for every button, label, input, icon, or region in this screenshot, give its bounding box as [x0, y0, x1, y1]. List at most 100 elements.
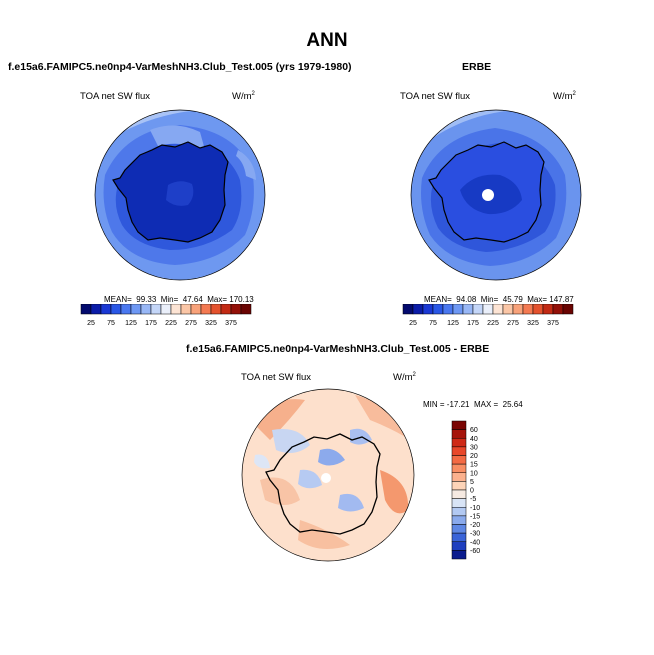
obs-panel-title: ERBE [462, 61, 492, 73]
obs-colorbar-label: 75 [429, 320, 437, 327]
antarctica-outline [265, 433, 381, 535]
diff-colorbar-swatch [451, 446, 467, 456]
model-colorbar-label: 125 [125, 320, 137, 327]
obs-colorbar-swatch [562, 304, 574, 315]
obs-colorbar-swatch [472, 304, 484, 315]
obs-map-border [410, 109, 582, 281]
obs-colorbar-swatch [532, 304, 544, 315]
diff-colorbar-label: 15 [470, 462, 478, 469]
obs-colorbar: 25 75 125 175 225 275 325 375 [402, 304, 574, 327]
main-title: ANN [306, 30, 348, 51]
diff-colorbar-swatch [451, 489, 467, 499]
diff-panel-title: f.e15a6.FAMIPC5.ne0np4-VarMeshNH3.Club_T… [186, 343, 490, 355]
obs-colorbar-swatch [412, 304, 424, 315]
diff-colorbar-label: -30 [470, 531, 480, 538]
diff-colorbar-label: -15 [470, 513, 480, 520]
diff-colorbar-label: 30 [470, 444, 478, 451]
obs-colorbar-swatch [452, 304, 464, 315]
diff-colorbar-label: 40 [470, 436, 478, 443]
model-colorbar-label: 25 [87, 320, 95, 327]
model-colorbar-label: 375 [225, 320, 237, 327]
obs-colorbar-label: 275 [507, 320, 519, 327]
diff-colorbar-label: 0 [470, 488, 474, 495]
obs-colorbar-swatch [492, 304, 504, 315]
obs-variable-label: TOA net SW flux [400, 91, 471, 102]
model-colorbar-swatch [210, 304, 222, 315]
diff-colorbar-label: -60 [470, 548, 480, 555]
diff-colorbar-swatch [451, 463, 467, 473]
diff-colorbar-swatch [451, 498, 467, 508]
obs-colorbar-label: 175 [467, 320, 479, 327]
diff-colorbar-swatch [451, 515, 467, 525]
diff-colorbar-label: 20 [470, 453, 478, 460]
obs-colorbar-swatch [422, 304, 434, 315]
model-map [94, 109, 266, 281]
obs-colorbar-swatch [482, 304, 494, 315]
obs-colorbar-swatch [522, 304, 534, 315]
model-colorbar-label: 75 [107, 320, 115, 327]
model-colorbar-swatch [230, 304, 242, 315]
diff-units: W/m2 [393, 372, 416, 384]
diff-map [241, 388, 415, 562]
diff-colorbar-swatch [451, 438, 467, 448]
model-colorbar-swatch [180, 304, 192, 315]
model-colorbar-swatch [150, 304, 162, 315]
diff-colorbar-swatch [451, 481, 467, 491]
model-colorbar-swatch [130, 304, 142, 315]
obs-colorbar-label: 325 [527, 320, 539, 327]
model-map-border [94, 109, 266, 281]
diff-colorbar-swatch [451, 550, 467, 560]
obs-colorbar-label: 25 [409, 320, 417, 327]
model-colorbar-swatch [190, 304, 202, 315]
model-colorbar-label: 325 [205, 320, 217, 327]
obs-colorbar-swatch [432, 304, 444, 315]
model-colorbar-swatch [200, 304, 212, 315]
model-variable-label: TOA net SW flux [80, 91, 151, 102]
diff-colorbar-label: -40 [470, 539, 480, 546]
diff-colorbar-swatch [451, 455, 467, 465]
model-colorbar-label: 225 [165, 320, 177, 327]
obs-colorbar-swatch [512, 304, 524, 315]
model-colorbar-swatch [160, 304, 172, 315]
model-units: W/m2 [232, 91, 255, 103]
obs-colorbar-swatch [442, 304, 454, 315]
diff-colorbar-swatch [451, 429, 467, 439]
obs-colorbar-label: 375 [547, 320, 559, 327]
diff-colorbar-label: 10 [470, 470, 478, 477]
diff-colorbar-label: 5 [470, 479, 474, 486]
model-colorbar-swatch [220, 304, 232, 315]
obs-colorbar-swatch [502, 304, 514, 315]
diff-colorbar-label: -10 [470, 505, 480, 512]
diff-colorbar-swatch [451, 541, 467, 551]
model-colorbar-label: 175 [145, 320, 157, 327]
diff-colorbar-swatch [451, 524, 467, 534]
diff-colorbar-label: 60 [470, 427, 478, 434]
obs-colorbar-swatch [462, 304, 474, 315]
obs-stats: MEAN= 94.08 Min= 45.79 Max= 147.87 [424, 295, 574, 304]
model-colorbar-swatch [80, 304, 92, 315]
diff-variable-label: TOA net SW flux [241, 372, 312, 383]
obs-colorbar-swatch [402, 304, 414, 315]
model-panel-title: f.e15a6.FAMIPC5.ne0np4-VarMeshNH3.Club_T… [8, 61, 352, 73]
diff-colorbar-swatch [451, 420, 467, 430]
obs-units: W/m2 [553, 91, 576, 103]
diff-stats: MIN = -17.21 MAX = 25.64 [423, 400, 523, 409]
model-colorbar-swatch [100, 304, 112, 315]
diff-map-border [241, 388, 415, 562]
model-stats: MEAN= 99.33 Min= 47.64 Max= 170.13 [104, 295, 254, 304]
model-colorbar-swatch [140, 304, 152, 315]
model-colorbar: 25 75 125 175 225 275 325 375 [80, 304, 252, 327]
obs-colorbar-swatch [542, 304, 554, 315]
diff-colorbar-swatch [451, 532, 467, 542]
model-colorbar-swatch [240, 304, 252, 315]
diff-colorbar-swatch [451, 507, 467, 517]
diff-colorbar-swatch [451, 472, 467, 482]
obs-colorbar-label: 125 [447, 320, 459, 327]
pole-hole [482, 189, 494, 201]
obs-colorbar-label: 225 [487, 320, 499, 327]
diff-colorbar-label: -20 [470, 522, 480, 529]
diff-colorbar-label: -5 [470, 496, 476, 503]
model-colorbar-swatch [170, 304, 182, 315]
model-colorbar-swatch [110, 304, 122, 315]
model-colorbar-swatch [120, 304, 132, 315]
